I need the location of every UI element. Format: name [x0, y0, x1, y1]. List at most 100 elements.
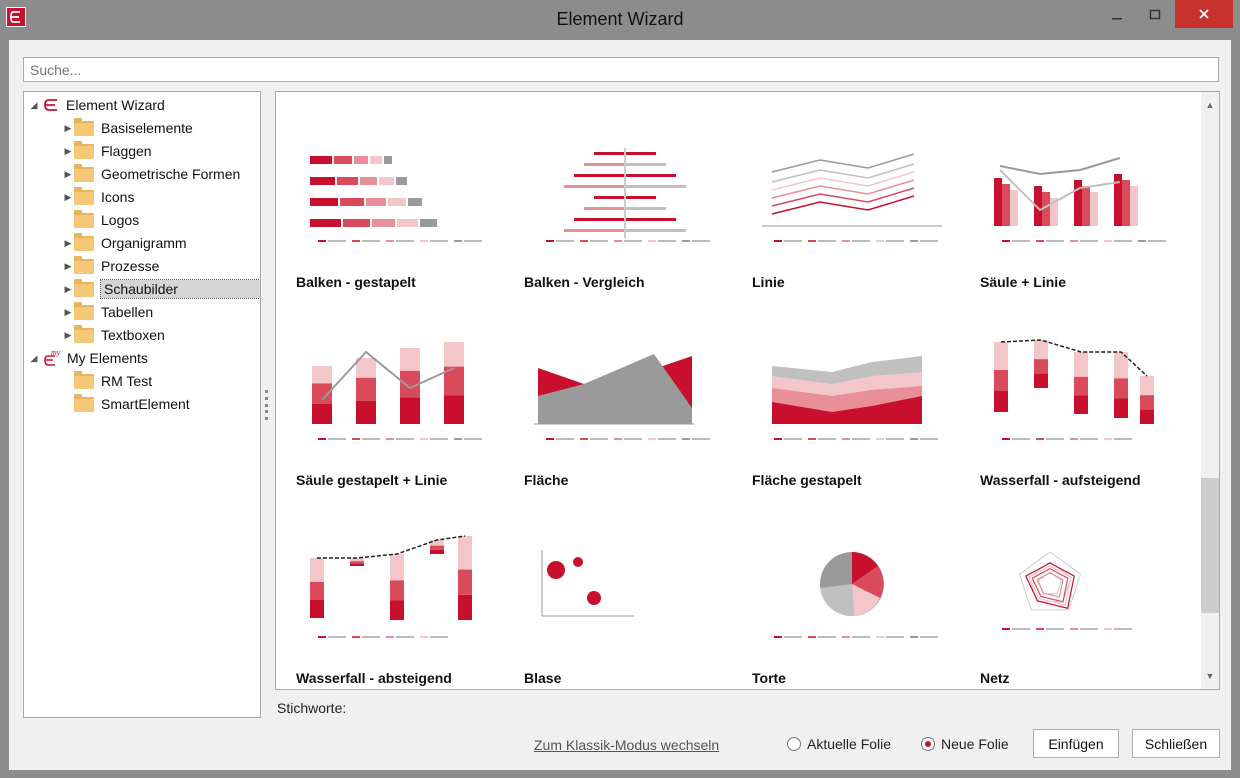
- folder-icon: [74, 301, 94, 320]
- radio-label: Neue Folie: [941, 736, 1009, 752]
- vertical-scrollbar[interactable]: ▲ ▼: [1201, 92, 1219, 689]
- tree-item-my-element[interactable]: SmartElement: [74, 393, 190, 415]
- tree-item-label: Geometrische Formen: [101, 166, 241, 182]
- minimize-button[interactable]: [1100, 2, 1134, 28]
- tree-item-icons[interactable]: ▶ Icons: [62, 186, 134, 208]
- chart-tile-waterfall-down[interactable]: Wasserfall - absteigend: [286, 494, 506, 688]
- tree-item-schaubilder[interactable]: ▶ Schaubilder: [62, 278, 260, 300]
- radio-new-slide[interactable]: Neue Folie: [921, 736, 1009, 752]
- chart-tile-bar-compare[interactable]: Balken - Vergleich: [514, 98, 734, 292]
- tree-node-element-wizard[interactable]: ◢ Element Wizard: [28, 94, 165, 116]
- chart-tile-waterfall-up[interactable]: Wasserfall - aufsteigend: [970, 296, 1190, 490]
- expand-arrow-icon[interactable]: ▶: [64, 306, 72, 317]
- chart-tile-area[interactable]: Fläche: [514, 296, 734, 490]
- chart-thumbnail-column-stacked-line: [312, 342, 482, 440]
- folder-icon: [74, 232, 94, 251]
- chart-thumbnail-bubble: [541, 550, 634, 617]
- keywords-label: Stichworte:: [277, 700, 347, 716]
- folder-icon: [74, 278, 94, 297]
- chart-tile-label: Wasserfall - absteigend: [296, 670, 452, 686]
- tree-item-label: Schaubilder: [100, 279, 260, 299]
- tree-node-label: Element Wizard: [66, 97, 165, 113]
- tree-item-label: RM Test: [101, 373, 153, 389]
- classic-mode-link[interactable]: Zum Klassik-Modus wechseln: [534, 737, 720, 753]
- tree-item-organigramm[interactable]: ▶ Organigramm: [62, 232, 187, 254]
- chart-tile-label: Balken - Vergleich: [524, 274, 645, 290]
- tree-item-label: Prozesse: [101, 258, 160, 274]
- category-tree[interactable]: ◢ Element Wizard ▶ Basiselemente ▶ Flaggen ▶…: [23, 91, 261, 718]
- expand-arrow-icon[interactable]: ▶: [64, 191, 72, 202]
- title-bar[interactable]: Element Wizard: [0, 0, 1240, 40]
- minimize-icon: [1112, 18, 1122, 20]
- chart-tile-radar[interactable]: Netz: [970, 494, 1190, 688]
- chart-tile-line[interactable]: Linie: [742, 98, 962, 292]
- chart-tile-bar-stacked[interactable]: Balken - gestapelt: [286, 98, 506, 292]
- dialog-body: ◢ Element Wizard ▶Basiselemente▶Flaggen▶…: [9, 40, 1231, 770]
- chart-thumbnail-radar: [1002, 551, 1132, 630]
- tree-item-geometrische-formen[interactable]: ▶ Geometrische Formen: [62, 163, 240, 185]
- close-button[interactable]: [1175, 0, 1233, 28]
- chart-tile-label: Säule + Linie: [980, 274, 1066, 290]
- svg-text:my: my: [51, 348, 61, 357]
- panel-splitter[interactable]: [265, 390, 269, 420]
- chart-tile-label: Fläche gestapelt: [752, 472, 862, 488]
- tree-item-prozesse[interactable]: ▶ Prozesse: [62, 255, 159, 277]
- chart-thumbnail-line: [762, 153, 942, 242]
- expand-arrow-icon[interactable]: ▶: [64, 237, 72, 248]
- chart-thumbnail-area: [534, 354, 710, 440]
- chart-gallery[interactable]: Balken - gestapelt Balken - Vergleich Lini…: [275, 91, 1220, 690]
- scroll-down-icon[interactable]: ▼: [1205, 671, 1215, 681]
- chart-tile-column-stacked-line[interactable]: Säule gestapelt + Linie: [286, 296, 506, 490]
- expand-arrow-icon[interactable]: ▶: [64, 122, 72, 133]
- chart-thumbnail-bar-stacked: [310, 156, 482, 242]
- chart-tile-label: Netz: [980, 670, 1010, 686]
- maximize-icon: [1149, 9, 1161, 20]
- chart-thumbnail-waterfall-down: [310, 535, 472, 638]
- search-input[interactable]: [23, 57, 1219, 82]
- radio-current-slide[interactable]: Aktuelle Folie: [787, 736, 891, 752]
- expand-arrow-icon[interactable]: ▶: [64, 145, 72, 156]
- folder-icon: [74, 393, 94, 412]
- folder-icon: [74, 140, 94, 159]
- chart-tile-label: Torte: [752, 670, 786, 686]
- chart-tile-label: Wasserfall - aufsteigend: [980, 472, 1141, 488]
- chart-thumbnail-pie: [774, 552, 938, 638]
- tree-item-my-element[interactable]: RM Test: [74, 370, 152, 392]
- chart-tile-column-line[interactable]: Säule + Linie: [970, 98, 1190, 292]
- chart-tile-label: Balken - gestapelt: [296, 274, 416, 290]
- chart-thumbnail-area-stacked: [772, 356, 938, 440]
- expand-arrow-icon[interactable]: ▶: [64, 168, 72, 179]
- tree-item-label: Basiselemente: [101, 120, 193, 136]
- chart-tile-area-stacked[interactable]: Fläche gestapelt: [742, 296, 962, 490]
- tree-item-logos[interactable]: Logos: [62, 209, 139, 231]
- insert-button[interactable]: Einfügen: [1033, 729, 1119, 758]
- close-icon: [1199, 9, 1209, 19]
- close-dialog-button[interactable]: Schließen: [1132, 729, 1220, 758]
- scrollbar-thumb[interactable]: [1201, 478, 1219, 613]
- radio-circle[interactable]: [921, 737, 935, 751]
- expand-arrow-icon[interactable]: ▶: [64, 329, 72, 340]
- expand-arrow-icon[interactable]: ▶: [64, 283, 72, 294]
- my-elements-logo-icon: my: [44, 348, 61, 366]
- tree-item-tabellen[interactable]: ▶ Tabellen: [62, 301, 153, 323]
- radio-circle[interactable]: [787, 737, 801, 751]
- folder-icon: [74, 117, 94, 136]
- scroll-up-icon[interactable]: ▲: [1205, 100, 1215, 110]
- maximize-button[interactable]: [1138, 2, 1172, 28]
- tree-node-my-elements[interactable]: ◢ my My Elements: [28, 347, 148, 369]
- chart-tile-label: Linie: [752, 274, 785, 290]
- expanded-arrow-icon[interactable]: ◢: [30, 352, 38, 363]
- expand-arrow-icon[interactable]: ▶: [64, 260, 72, 271]
- folder-icon: [74, 209, 94, 228]
- chart-tile-pie[interactable]: Torte: [742, 494, 962, 688]
- expanded-arrow-icon[interactable]: ◢: [30, 99, 38, 110]
- wizard-logo-icon[interactable]: [6, 7, 26, 27]
- tree-item-textboxen[interactable]: ▶ Textboxen: [62, 324, 165, 346]
- chart-tile-bubble[interactable]: Blase: [514, 494, 734, 688]
- tree-item-flaggen[interactable]: ▶ Flaggen: [62, 140, 152, 162]
- tree-item-basiselemente[interactable]: ▶ Basiselemente: [62, 117, 193, 139]
- folder-icon: [74, 255, 94, 274]
- chart-tile-label: Säule gestapelt + Linie: [296, 472, 448, 488]
- chart-thumbnail-column-line: [994, 157, 1166, 242]
- folder-icon: [74, 186, 94, 205]
